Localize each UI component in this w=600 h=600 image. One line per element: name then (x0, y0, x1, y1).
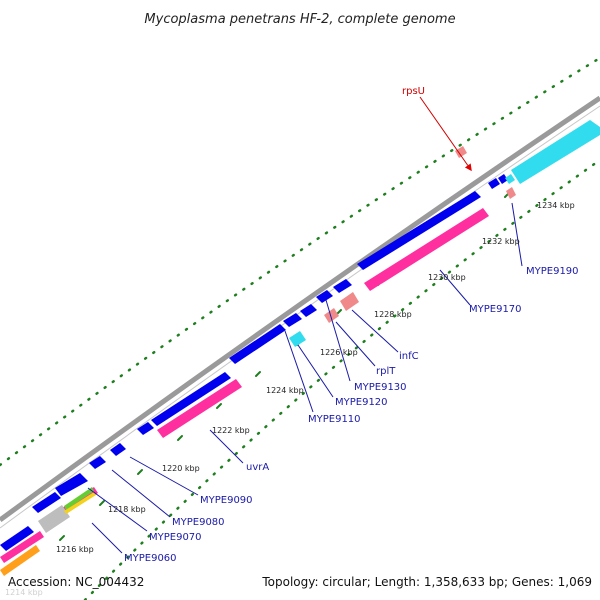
kbp-label: 1218 kbp (108, 505, 146, 514)
trna-near-MYPE9190[interactable] (506, 187, 516, 199)
kbp-label: 1234 kbp (537, 201, 575, 210)
label-leader-lines (87, 96, 523, 554)
kbp-label: 1216 kbp (56, 545, 94, 554)
kbp-label: 1226 kbp (320, 348, 358, 357)
MYPE9170-leader (439, 269, 471, 306)
cds-MYPE9070[interactable] (32, 492, 61, 513)
cds-feature-small-2[interactable] (137, 422, 154, 435)
cds-MYPE9090[interactable] (110, 443, 126, 456)
cds-MYPE9080[interactable] (55, 473, 88, 496)
rna-feature[interactable] (511, 120, 600, 184)
gene-labels: rpsU MYPE9190 MYPE9170 infC rplT MYPE913… (124, 86, 579, 564)
gc-content-track (0, 56, 600, 600)
gene-label-MYPE9090[interactable]: MYPE9090 (200, 495, 253, 506)
MYPE9190-leader (511, 202, 523, 267)
other-features (0, 120, 600, 576)
tick (177, 435, 183, 441)
gene-label-infC[interactable]: infC (399, 351, 419, 362)
cds-MYPE9060[interactable] (0, 526, 34, 551)
forward-strand-features (0, 174, 508, 551)
cds-feature-small-3[interactable] (300, 304, 317, 317)
gene-label-uvrA[interactable]: uvrA (246, 462, 269, 473)
kbp-label: 1220 kbp (162, 464, 200, 473)
trna-rpsU[interactable] (455, 146, 467, 158)
cds-uvrA-fwd[interactable] (151, 372, 231, 426)
gene-label-MYPE9130[interactable]: MYPE9130 (354, 382, 407, 393)
infC-leader (351, 309, 399, 353)
cds-MYPE9190[interactable] (488, 178, 500, 189)
gc-outer-arc (0, 56, 600, 467)
cds-uvrA[interactable] (157, 379, 242, 438)
tick (336, 309, 342, 315)
genome-backbone (0, 95, 600, 529)
gene-label-MYPE9110[interactable]: MYPE9110 (308, 414, 361, 425)
cds-MYPE9170[interactable] (364, 208, 489, 291)
gene-label-MYPE9070[interactable]: MYPE9070 (149, 532, 202, 543)
gene-label-rpsU[interactable]: rpsU (402, 86, 425, 97)
orange-feature[interactable] (0, 545, 40, 576)
cds-feature-small[interactable] (89, 456, 106, 469)
cds-MYPE9110[interactable] (229, 324, 286, 364)
kbp-label: 1228 kbp (374, 310, 412, 319)
trna-infC[interactable] (340, 292, 359, 311)
kbp-scale: 1214 kbp 1216 kbp 1218 kbp 1220 kbp 1222… (5, 201, 575, 597)
MYPE9130-leader (325, 299, 351, 382)
rplT-leader (335, 321, 376, 367)
cds-feature-small-4[interactable] (333, 279, 352, 293)
cds-feature-small-5[interactable] (498, 174, 508, 184)
cds-MYPE9130[interactable] (316, 290, 333, 303)
yellow-feature[interactable] (64, 492, 96, 514)
gene-label-rplT[interactable]: rplT (376, 366, 396, 377)
map-title: Mycoplasma penetrans HF-2, complete geno… (144, 12, 455, 27)
tick (59, 535, 65, 541)
reverse-strand-features (0, 208, 489, 563)
genome-summary: Topology: circular; Length: 1,358,633 bp… (261, 575, 592, 589)
tick (137, 469, 143, 475)
kbp-label: 1230 kbp (428, 273, 466, 282)
MYPE9120-leader (297, 344, 334, 398)
gene-label-MYPE9120[interactable]: MYPE9120 (335, 397, 388, 408)
gc-inner-arc (83, 158, 600, 600)
trna-rplT[interactable] (324, 308, 339, 323)
rpsU-leader (419, 96, 472, 172)
cds-reverse-small[interactable] (0, 531, 44, 563)
gene-label-MYPE9190[interactable]: MYPE9190 (526, 266, 579, 277)
gene-label-MYPE9080[interactable]: MYPE9080 (172, 517, 225, 528)
rna-feature-small[interactable] (289, 331, 306, 347)
gray-feature[interactable] (38, 505, 70, 533)
cds-MYPE9120[interactable] (283, 313, 302, 327)
cds-MYPE9170-fwd[interactable] (357, 191, 481, 270)
gene-label-MYPE9060[interactable]: MYPE9060 (124, 553, 177, 564)
tick (216, 403, 222, 409)
gene-label-MYPE9170[interactable]: MYPE9170 (469, 304, 522, 315)
rna-feature-tiny[interactable] (505, 174, 515, 184)
MYPE9110-leader (284, 330, 314, 413)
MYPE9060-leader (91, 522, 123, 554)
MYPE9080-leader (111, 469, 171, 518)
kbp-label: 1222 kbp (212, 426, 250, 435)
MYPE9070-leader (87, 487, 148, 532)
kbp-label: 1224 kbp (266, 386, 304, 395)
green-feature[interactable] (64, 487, 94, 510)
kbp-label: 1232 kbp (482, 237, 520, 246)
uvrA-leader (209, 429, 244, 464)
tick (99, 500, 105, 506)
MYPE9090-leader (129, 456, 199, 496)
tick (255, 371, 261, 377)
kbp-label: 1214 kbp (5, 588, 43, 597)
accession-label: Accession: NC_004432 (8, 575, 144, 589)
